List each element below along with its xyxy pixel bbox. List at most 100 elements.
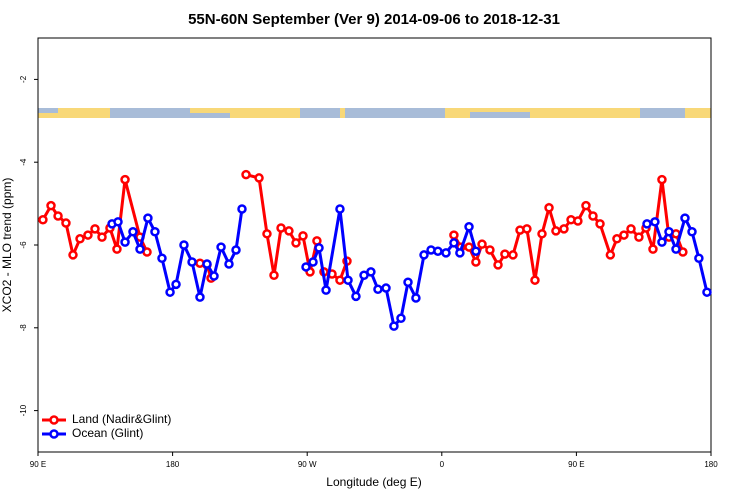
data-point bbox=[321, 285, 331, 295]
legend-marker bbox=[49, 429, 59, 439]
data-point bbox=[61, 218, 71, 228]
x-tick-label: 180 bbox=[166, 460, 180, 469]
data-point bbox=[195, 292, 205, 302]
legend-marker bbox=[49, 415, 59, 425]
data-point bbox=[68, 250, 78, 260]
data-point bbox=[493, 260, 503, 270]
y-tick-label: -4 bbox=[19, 158, 28, 166]
data-point bbox=[642, 219, 652, 229]
data-point bbox=[544, 202, 554, 213]
data-point bbox=[120, 237, 130, 247]
x-tick-label: 90 E bbox=[568, 460, 584, 469]
data-point bbox=[449, 230, 459, 240]
data-point bbox=[83, 230, 93, 240]
data-point bbox=[262, 229, 272, 239]
data-point bbox=[46, 200, 56, 211]
data-point bbox=[471, 257, 481, 267]
data-point bbox=[135, 244, 145, 254]
data-point bbox=[150, 227, 160, 237]
data-point bbox=[612, 234, 622, 244]
data-point bbox=[648, 244, 658, 254]
y-tick-label: -10 bbox=[19, 404, 28, 416]
data-point bbox=[231, 245, 241, 255]
data-point bbox=[433, 246, 443, 256]
data-point bbox=[301, 262, 311, 272]
data-point bbox=[455, 248, 465, 258]
data-point bbox=[308, 257, 318, 267]
data-point bbox=[626, 224, 636, 234]
data-point bbox=[120, 174, 130, 185]
data-point bbox=[351, 291, 361, 302]
data-point bbox=[53, 211, 63, 221]
series-line bbox=[305, 208, 478, 330]
legend-label: Ocean (Glint) bbox=[72, 426, 143, 440]
data-point bbox=[530, 275, 540, 285]
data-point bbox=[335, 275, 345, 285]
data-point bbox=[113, 217, 123, 227]
x-tick-label: 0 bbox=[440, 460, 445, 469]
data-point bbox=[314, 243, 324, 253]
data-point bbox=[209, 271, 219, 281]
data-point bbox=[216, 242, 226, 252]
data-point bbox=[441, 248, 451, 258]
data-point bbox=[650, 217, 660, 227]
x-tick-label: 90 E bbox=[30, 460, 46, 469]
data-point bbox=[179, 240, 189, 250]
y-tick-label: -8 bbox=[19, 324, 28, 332]
map-strip bbox=[38, 108, 711, 118]
data-point bbox=[477, 239, 487, 249]
legend-label: Land (Nadir&Glint) bbox=[72, 412, 171, 426]
data-point bbox=[298, 231, 308, 241]
data-point bbox=[464, 242, 474, 252]
data-point bbox=[335, 204, 345, 214]
data-point bbox=[403, 277, 413, 288]
data-point bbox=[702, 287, 712, 297]
data-point bbox=[464, 222, 474, 232]
data-point bbox=[537, 229, 547, 239]
data-point bbox=[485, 245, 495, 255]
data-point bbox=[551, 226, 561, 236]
data-point bbox=[687, 227, 697, 237]
data-point bbox=[254, 173, 264, 183]
data-point bbox=[581, 200, 591, 211]
data-point bbox=[508, 250, 518, 260]
data-point bbox=[157, 253, 167, 263]
data-point bbox=[680, 213, 690, 223]
data-point bbox=[664, 227, 674, 237]
data-point bbox=[634, 232, 644, 242]
data-point bbox=[419, 250, 429, 260]
y-axis-label: XCO2 - MLO trend (ppm) bbox=[0, 178, 14, 313]
data-point bbox=[171, 279, 181, 290]
data-point bbox=[237, 204, 247, 214]
data-point bbox=[500, 249, 510, 259]
data-point bbox=[657, 237, 667, 247]
data-point bbox=[559, 224, 569, 234]
data-point bbox=[291, 238, 301, 248]
y-tick-label: -6 bbox=[19, 241, 28, 249]
chart-title: 55N-60N September (Ver 9) 2014-09-06 to … bbox=[188, 11, 560, 28]
data-point bbox=[97, 232, 107, 242]
y-tick-label: -2 bbox=[19, 75, 28, 83]
x-tick-label: 90 W bbox=[298, 460, 317, 469]
data-point bbox=[381, 283, 391, 293]
data-point bbox=[241, 169, 251, 180]
data-point bbox=[366, 267, 376, 277]
data-point bbox=[128, 227, 138, 237]
data-point bbox=[373, 284, 383, 295]
data-point bbox=[112, 244, 122, 254]
data-point bbox=[573, 216, 583, 226]
data-point bbox=[522, 224, 532, 234]
data-point bbox=[657, 174, 667, 185]
data-point bbox=[143, 213, 153, 223]
data-point bbox=[202, 259, 212, 269]
data-point bbox=[619, 230, 629, 240]
data-point bbox=[75, 234, 85, 244]
data-point bbox=[224, 259, 234, 269]
x-tick-label: 180 bbox=[704, 460, 718, 469]
data-point bbox=[671, 244, 681, 254]
data-point bbox=[588, 211, 598, 221]
data-point bbox=[90, 224, 100, 234]
data-point bbox=[411, 293, 421, 303]
data-point bbox=[449, 238, 459, 248]
data-point bbox=[276, 223, 286, 233]
